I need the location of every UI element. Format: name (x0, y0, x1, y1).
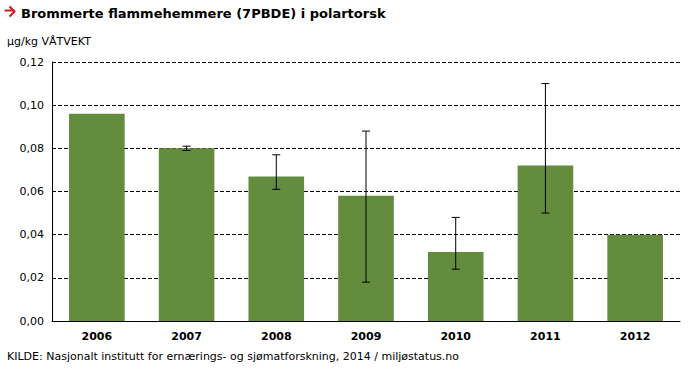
svg-text:0,08: 0,08 (20, 142, 45, 155)
svg-text:2008: 2008 (261, 330, 292, 343)
svg-text:µg/kg VÅTVEKT: µg/kg VÅTVEKT (7, 35, 91, 48)
svg-text:0,04: 0,04 (20, 228, 45, 241)
svg-text:Brommerte flammehemmere (7PBDE: Brommerte flammehemmere (7PBDE) i polart… (21, 6, 386, 21)
svg-text:0,06: 0,06 (20, 185, 45, 198)
svg-text:0,12: 0,12 (20, 56, 45, 69)
svg-text:KILDE: Nasjonalt institutt for: KILDE: Nasjonalt institutt for ernærings… (7, 350, 459, 363)
svg-text:2012: 2012 (620, 330, 651, 343)
svg-text:2009: 2009 (351, 330, 382, 343)
svg-text:0,02: 0,02 (20, 271, 45, 284)
svg-text:2011: 2011 (530, 330, 561, 343)
svg-text:2006: 2006 (82, 330, 113, 343)
svg-text:2010: 2010 (440, 330, 471, 343)
svg-text:0,00: 0,00 (20, 315, 45, 328)
svg-text:0,10: 0,10 (20, 99, 45, 112)
svg-text:2007: 2007 (171, 330, 202, 343)
